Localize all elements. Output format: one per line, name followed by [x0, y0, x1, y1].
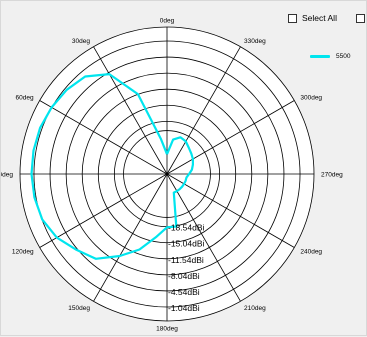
select-all-control[interactable]: Select All	[288, 11, 337, 25]
angle-tick-label: 60deg	[16, 95, 34, 102]
select-all-label: Select All	[302, 13, 337, 23]
legend-label: 5500	[336, 52, 351, 60]
legend[interactable]: 5500	[310, 50, 350, 62]
ring-label: -4.54dBi	[168, 287, 200, 297]
angle-tick-label: 240deg	[300, 249, 322, 256]
series-checkbox[interactable]	[356, 14, 365, 23]
series-line	[30, 73, 194, 260]
grid-spoke	[93, 46, 168, 175]
grid-spoke	[166, 46, 241, 175]
angle-tick-label: 210deg	[244, 305, 266, 312]
ring-label: -1.04dBi	[168, 303, 200, 313]
ring-label: -8.04dBi	[168, 271, 200, 281]
angle-tick-label: 90deg	[1, 172, 13, 179]
legend-swatch	[310, 54, 330, 58]
grid-spoke	[39, 173, 168, 248]
angle-tick-label: 270deg	[321, 172, 343, 179]
angle-tick-label: 300deg	[300, 95, 322, 102]
ring-label: -15.04dBi	[168, 239, 204, 249]
grid-spoke	[166, 173, 295, 248]
grid-spoke	[39, 100, 168, 175]
ring-label: -18.54dBi	[168, 223, 204, 233]
select-all-checkbox[interactable]	[288, 13, 297, 23]
angle-tick-label: 0deg	[160, 18, 175, 25]
grid-spoke	[166, 100, 295, 175]
ring-label: -11.54dBi	[168, 255, 204, 265]
angle-tick-label: 330deg	[244, 38, 266, 45]
grid-spoke	[166, 173, 241, 302]
angle-tick-label: 120deg	[12, 249, 34, 256]
angle-tick-label: 150deg	[68, 305, 90, 312]
grid-spoke	[93, 173, 168, 302]
angle-tick-label: 180deg	[156, 326, 178, 333]
angle-tick-label: 30deg	[72, 38, 90, 45]
